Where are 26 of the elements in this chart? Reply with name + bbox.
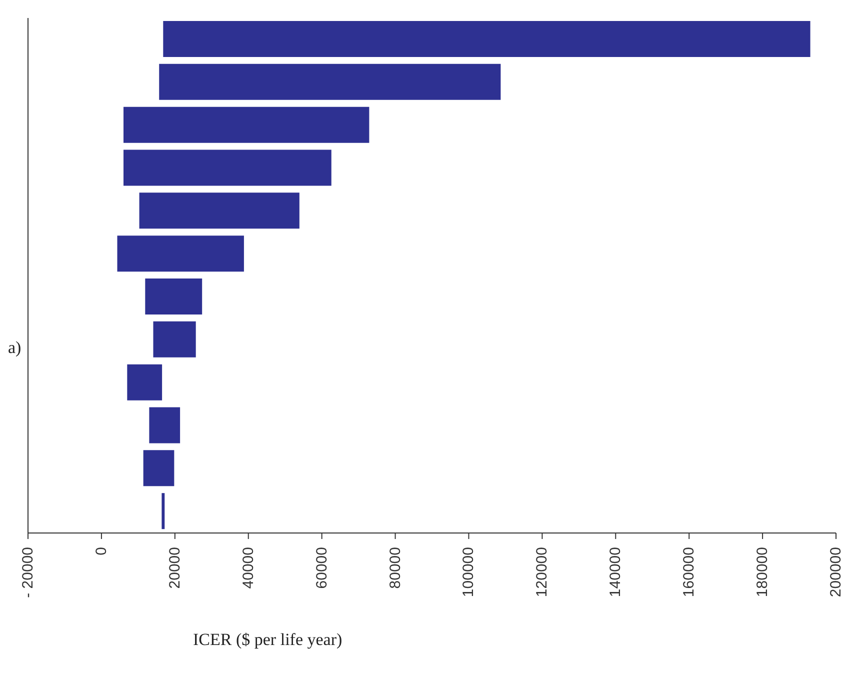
x-tick-label: 40000: [240, 547, 257, 589]
x-tick-label: - 20000: [20, 547, 36, 598]
bar: [123, 106, 370, 143]
bar: [163, 21, 810, 57]
x-tick-label: 200000: [828, 547, 844, 598]
x-tick-label: 140000: [607, 547, 624, 598]
x-tick-label: 180000: [754, 547, 772, 598]
x-tick-label: 120000: [534, 547, 551, 598]
bar: [162, 493, 165, 530]
text: a): [8, 338, 22, 358]
bar: [153, 321, 196, 358]
x-tick-label: 20000: [166, 547, 184, 589]
bar: [139, 192, 300, 229]
bar: [159, 64, 501, 100]
bar: [127, 364, 162, 400]
x-tick-label: 160000: [680, 547, 698, 598]
bar: [145, 278, 202, 314]
bar: [123, 150, 332, 186]
x-tick-label: 100000: [460, 547, 478, 598]
bar: [143, 450, 174, 486]
x-tick-label: 60000: [313, 547, 330, 589]
bar: [117, 236, 244, 272]
bar: [149, 407, 180, 444]
x-tick-label: 0: [92, 547, 110, 556]
x-tick-label: 80000: [386, 547, 404, 589]
x-axis-title: ICER ($ per life year): [193, 630, 342, 650]
